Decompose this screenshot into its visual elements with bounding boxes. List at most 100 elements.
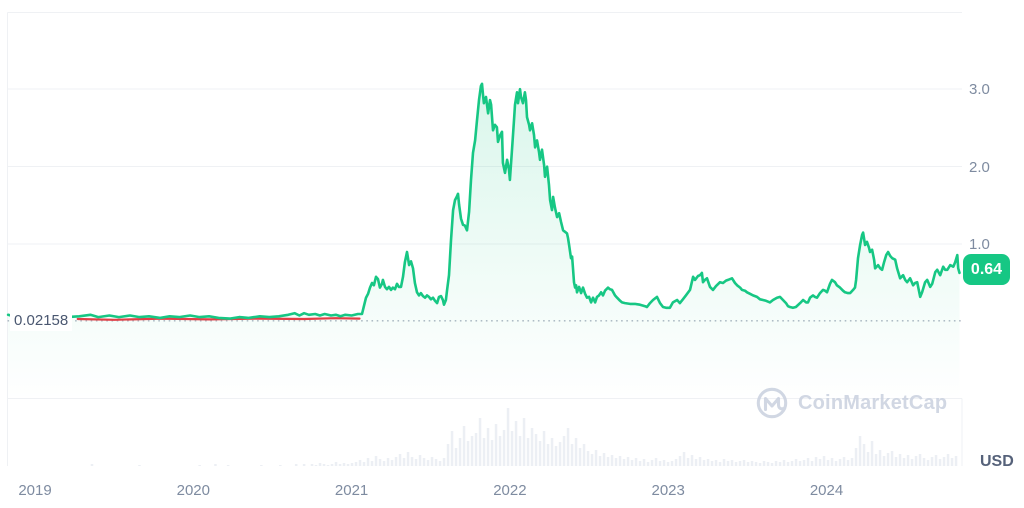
- watermark-text: CoinMarketCap: [798, 391, 948, 414]
- volume-bar: [498, 436, 502, 466]
- volume-bar: [662, 460, 666, 466]
- volume-bar: [914, 456, 918, 466]
- volume-bar: [518, 436, 522, 466]
- volume-bar: [798, 461, 802, 466]
- volume-bar: [350, 463, 354, 466]
- volume-bar: [378, 459, 382, 466]
- volume-bar: [510, 431, 514, 466]
- volume-bar: [926, 460, 930, 466]
- volume-bar: [326, 465, 330, 466]
- y-axis-tick-3.0: 3.0: [969, 81, 990, 98]
- volume-bar: [862, 444, 866, 466]
- volume-bar: [578, 448, 582, 466]
- volume-bar: [294, 464, 298, 466]
- volume-bar: [922, 458, 926, 466]
- volume-bar: [446, 444, 450, 466]
- volume-bar: [502, 430, 506, 466]
- volume-bar: [658, 461, 662, 466]
- volume-bar: [574, 438, 578, 466]
- volume-bar: [302, 464, 306, 466]
- volume-bar: [826, 460, 830, 466]
- volume-bar: [386, 458, 390, 466]
- volume-bar: [910, 459, 914, 466]
- volume-bar: [838, 459, 842, 466]
- volume-bar: [342, 463, 346, 466]
- volume-bar: [950, 458, 954, 466]
- volume-bar: [842, 457, 846, 466]
- volume-bar: [566, 428, 570, 466]
- volume-bar: [522, 418, 526, 466]
- currency-unit-label: USD: [980, 453, 1014, 470]
- volume-bar: [462, 426, 466, 466]
- volume-bar: [810, 461, 814, 466]
- volume-bar: [362, 462, 366, 466]
- volume-bar: [954, 456, 958, 466]
- volume-bar: [426, 460, 430, 466]
- y-axis-tick-1.0: 1.0: [969, 236, 990, 253]
- volume-bar: [754, 462, 758, 466]
- volume-bar: [790, 461, 794, 466]
- x-axis-tick-2022: 2022: [493, 482, 527, 499]
- volume-bar: [766, 462, 770, 466]
- current-price-badge: 0.64: [963, 254, 1010, 285]
- volume-bar: [534, 434, 538, 466]
- volume-bar: [630, 460, 634, 466]
- volume-bar: [530, 428, 534, 466]
- volume-bar: [642, 459, 646, 466]
- volume-bar: [434, 459, 438, 466]
- volume-bar: [774, 461, 778, 466]
- volume-bar: [830, 458, 834, 466]
- volume-bar: [622, 459, 626, 466]
- volume-bar: [454, 448, 458, 466]
- volume-bar: [706, 459, 710, 466]
- volume-bar: [902, 458, 906, 466]
- volume-bar: [738, 461, 742, 466]
- volume-bar: [402, 458, 406, 466]
- volume-bar: [550, 438, 554, 466]
- volume-bar: [882, 456, 886, 466]
- volume-bar: [610, 455, 614, 466]
- volume-bar: [866, 452, 870, 466]
- volume-bar: [626, 457, 630, 466]
- volume-bar: [614, 458, 618, 466]
- volume-bar: [198, 465, 201, 466]
- y-axis-tick-2.0: 2.0: [969, 158, 990, 176]
- volume-bar: [778, 462, 782, 466]
- volume-bar: [346, 464, 350, 466]
- volume-bar: [726, 461, 730, 466]
- volume-bar: [602, 453, 606, 466]
- volume-bar: [682, 452, 686, 466]
- volume-bar: [638, 461, 642, 466]
- volume-bar: [802, 460, 806, 466]
- volume-bar: [546, 444, 550, 466]
- volume-bar: [690, 455, 694, 466]
- x-axis-tick-2021: 2021: [334, 482, 369, 499]
- volume-bar: [694, 459, 698, 466]
- volume-bar: [494, 424, 498, 466]
- volume-bar: [322, 464, 326, 466]
- volume-bar: [582, 444, 586, 466]
- volume-bar: [906, 455, 910, 466]
- volume-bar: [474, 433, 478, 466]
- volume-bar: [310, 464, 314, 466]
- volume-bar: [666, 462, 670, 466]
- volume-bar: [394, 457, 398, 466]
- volume-bar: [878, 450, 882, 466]
- volume-bar: [870, 441, 874, 466]
- coinmarketcap-logo-icon: [756, 387, 788, 419]
- volume-bar: [646, 462, 650, 466]
- volume-bar: [698, 457, 702, 466]
- volume-bar: [742, 460, 746, 466]
- volume-bar: [260, 465, 263, 466]
- volume-bar: [586, 451, 590, 466]
- volume-bar: [782, 460, 786, 466]
- volume-bar: [746, 462, 750, 466]
- volume-bar: [898, 454, 902, 466]
- volume-bar: [318, 463, 322, 466]
- volume-bar: [874, 454, 878, 466]
- volume-bar: [594, 450, 598, 466]
- volume-bar: [670, 461, 674, 466]
- volume-bar: [562, 436, 566, 466]
- volume-bar: [418, 455, 422, 466]
